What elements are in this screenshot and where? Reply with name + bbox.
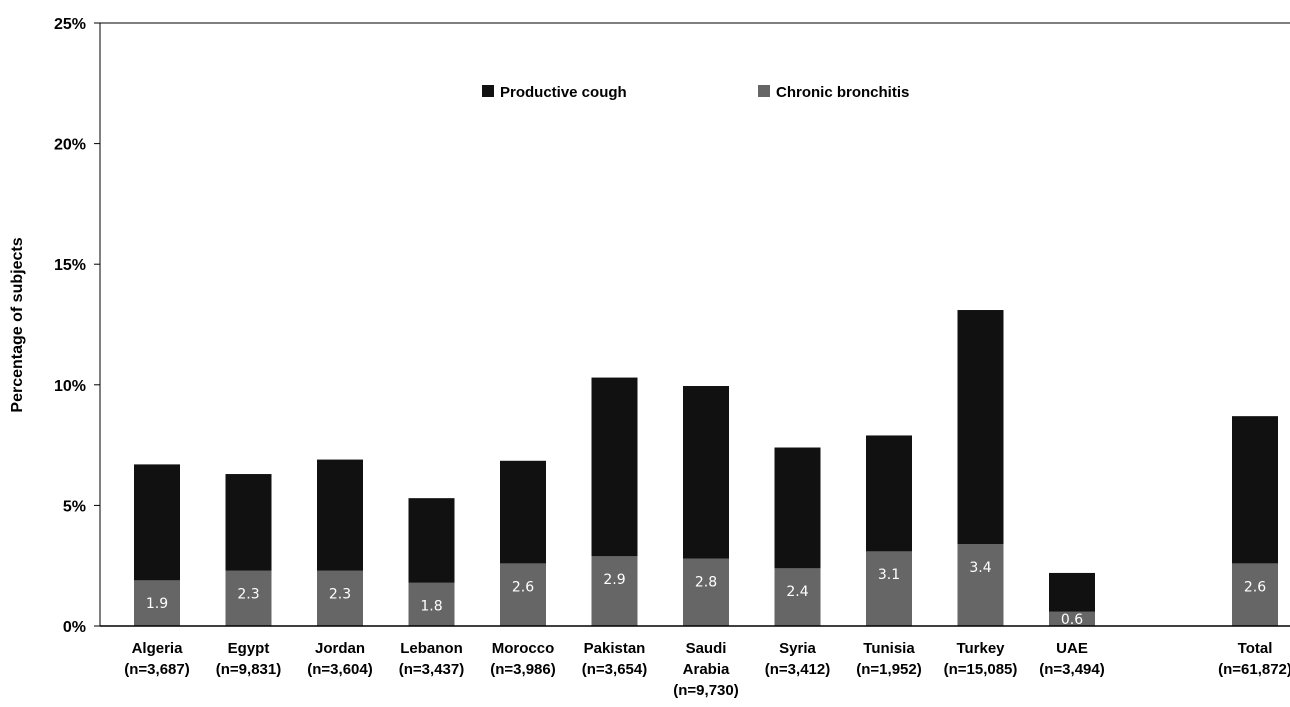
category-label: Morocco	[492, 640, 555, 657]
legend-swatch	[758, 85, 770, 97]
category-label: Saudi	[686, 640, 727, 657]
y-tick-label: 5%	[63, 498, 86, 515]
data-label: 3.4	[969, 560, 991, 576]
data-label: 2.8	[695, 574, 717, 590]
y-tick-label: 20%	[54, 137, 86, 154]
chronic-bronchitis-bar	[317, 570, 363, 626]
legend: Productive cough Chronic bronchitis	[482, 84, 909, 101]
chronic-bronchitis-bar	[500, 563, 546, 626]
chronic-bronchitis-bar	[774, 568, 821, 626]
category-label: Pakistan	[584, 640, 646, 657]
category-label: Lebanon	[400, 640, 463, 657]
bar-labels: 1.9 2.3 2.3 1.8 2.6 2.9 2.8 2.4 3.1 3.4 0.6 2.6	[146, 560, 1266, 628]
legend-label: Productive cough	[500, 84, 627, 101]
data-label: 1.8	[420, 598, 442, 614]
category-label: (n=61,872)	[1218, 661, 1290, 678]
chronic-bronchitis-bar	[134, 580, 180, 626]
category-label: (n=3,654)	[582, 661, 647, 678]
category-label: (n=3,986)	[490, 661, 555, 678]
y-axis-ticks: 0% 5% 10% 15% 20% 25%	[54, 16, 100, 636]
data-label: 2.6	[512, 579, 534, 595]
y-tick-label: 0%	[63, 619, 86, 636]
legend-label: Chronic bronchitis	[776, 84, 909, 101]
category-label: (n=3,604)	[307, 661, 372, 678]
chronic-bronchitis-bar	[1232, 563, 1278, 626]
data-label: 2.3	[237, 587, 259, 603]
category-label: (n=1,952)	[856, 661, 921, 678]
data-label: 3.1	[878, 567, 900, 583]
category-label: Turkey	[956, 640, 1005, 657]
category-label: Egypt	[228, 640, 270, 657]
chronic-bronchitis-bar	[1049, 611, 1095, 626]
category-label: (n=3,494)	[1039, 661, 1104, 678]
y-tick-label: 15%	[54, 257, 86, 274]
category-label: (n=3,687)	[124, 661, 189, 678]
category-labels: Algeria (n=3,687) Egypt (n=9,831) Jordan (n=3…	[124, 640, 1290, 699]
legend-swatch	[482, 85, 494, 97]
category-label: (n=9,831)	[216, 661, 281, 678]
data-label: 0.6	[1061, 612, 1083, 628]
category-label: Jordan	[315, 640, 365, 657]
bars	[134, 310, 1278, 626]
category-label: Syria	[779, 640, 816, 657]
y-axis-label-group: Percentage of subjects	[9, 237, 26, 412]
category-label: Total	[1238, 640, 1273, 657]
data-label: 2.9	[603, 572, 625, 588]
category-label: (n=9,730)	[673, 682, 738, 699]
chronic-bronchitis-bar	[866, 551, 912, 626]
category-label: Arabia	[683, 661, 730, 678]
category-label: (n=15,085)	[944, 661, 1018, 678]
chronic-bronchitis-bar	[225, 570, 272, 626]
category-label: Algeria	[132, 640, 184, 657]
data-label: 2.4	[786, 584, 808, 600]
category-label: UAE	[1056, 640, 1088, 657]
chronic-bronchitis-bar	[957, 543, 1004, 626]
category-label: (n=3,412)	[765, 661, 830, 678]
y-tick-label: 25%	[54, 16, 86, 33]
y-tick-label: 10%	[54, 378, 86, 395]
data-label: 2.6	[1244, 579, 1266, 595]
chronic-bronchitis-bar	[683, 558, 729, 626]
category-label: Tunisia	[863, 640, 915, 657]
chronic-bronchitis-bar	[408, 582, 455, 626]
data-label: 1.9	[146, 596, 168, 612]
axes	[99, 22, 1290, 627]
category-label: (n=3,437)	[399, 661, 464, 678]
data-label: 2.3	[329, 587, 351, 603]
chronic-bronchitis-bar	[591, 556, 638, 626]
y-axis-label: Percentage of subjects	[9, 237, 26, 412]
